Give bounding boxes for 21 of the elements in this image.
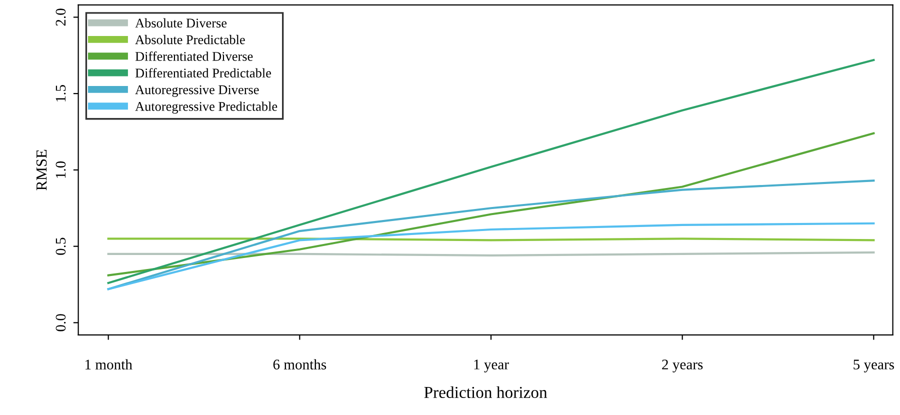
- y-tick-label: 2.0: [56, 8, 66, 26]
- line-series: [107, 222, 875, 290]
- legend-label: Absolute Diverse: [135, 18, 227, 28]
- y-tick-label: 0.0: [56, 314, 66, 332]
- legend-label: Autoregressive Predictable: [135, 102, 278, 114]
- y-tick-label: 1.5: [56, 85, 66, 102]
- legend-label: Absolute Predictable: [135, 34, 245, 44]
- line-series: [107, 132, 875, 276]
- x-tick-label: 1 year: [474, 360, 509, 372]
- x-tick-label: 5 years: [854, 360, 894, 372]
- x-axis-title: Prediction horizon: [424, 386, 548, 398]
- legend-label: Differentiated Predictable: [135, 68, 271, 78]
- line-series: [107, 180, 875, 290]
- x-tick-label: 1 month: [86, 359, 132, 370]
- y-tick-label: 1.0: [56, 161, 66, 178]
- legend-label: Differentiated Diverse: [135, 51, 253, 61]
- y-tick-label: 0.5: [56, 238, 66, 255]
- x-tick-label: 2 years: [662, 360, 703, 372]
- y-axis-title: RMSE: [36, 150, 47, 190]
- x-tick-label: 6 months: [273, 359, 326, 370]
- legend-label: Autoregressive Diverse: [135, 85, 259, 97]
